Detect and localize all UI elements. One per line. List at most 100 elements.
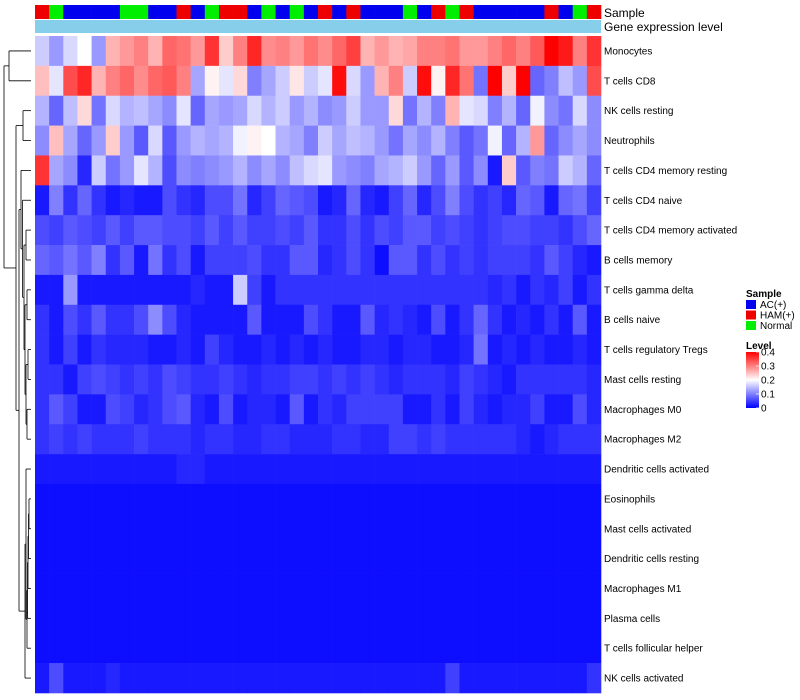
heatmap-cell [275,633,290,664]
heatmap-cell [261,454,276,485]
heatmap-cell [459,454,474,485]
row-label: NK cells resting [604,106,673,117]
sample-annotation-cell [63,5,78,19]
heatmap-cell [459,65,474,97]
heatmap-cell [134,36,149,67]
heatmap-cell [148,155,163,186]
heatmap-cell [63,424,78,455]
heatmap-cell [261,245,276,276]
heatmap-cell [586,483,602,515]
heatmap-cell [91,513,107,544]
heatmap-cell [63,215,78,246]
heatmap-cell [388,483,404,515]
heatmap-cell [162,633,177,664]
heatmap-cell [233,543,248,574]
heatmap-cell [516,95,531,126]
heatmap-cell [544,215,559,246]
heatmap-cell [516,603,531,634]
heatmap-cell [402,65,418,97]
heatmap-cell [303,633,319,664]
heatmap-cell [572,215,588,246]
heatmap-cell [148,65,163,97]
heatmap-cell [247,424,262,455]
row-label: Macrophages M1 [604,584,682,595]
heatmap-cell [119,663,135,694]
heatmap-cell [388,155,404,186]
heatmap-cell [318,215,333,246]
heatmap-cell [572,394,588,425]
heatmap-cell [35,603,50,634]
heatmap-cell [275,274,290,306]
heatmap-cell [572,603,588,634]
heatmap-cell [473,185,489,216]
sample-annotation-cell [530,5,545,19]
heatmap-cell [247,65,262,97]
heatmap-cell [49,394,64,425]
heatmap-cell [190,633,206,664]
legend-sample-swatch [746,310,756,320]
heatmap-cell [63,95,78,126]
row-label: Plasma cells [604,614,660,625]
heatmap-cell [516,543,531,574]
heatmap-cell [289,95,305,126]
heatmap-cell [318,185,333,216]
heatmap-cell [445,364,460,395]
heatmap-cell [445,454,460,485]
heatmap-cell [261,543,276,574]
heatmap-cell [176,185,191,216]
heatmap-cell [119,245,135,276]
heatmap-cell [148,36,163,67]
heatmap-cell [204,364,220,395]
heatmap-cell [218,245,234,276]
heatmap-cell [586,424,602,455]
heatmap-cell [190,424,206,455]
heatmap-cell [247,454,262,485]
heatmap-cell [303,155,319,186]
heatmap-cell [148,125,163,156]
heatmap-cell [332,95,347,126]
sample-annotation-cell [516,5,531,19]
heatmap-cell [77,364,92,395]
heatmap-cell [487,155,503,186]
heatmap-cell [247,513,262,544]
row-label: Dendritic cells activated [604,465,709,476]
heatmap-cell [190,454,206,485]
heatmap-cell [176,364,191,395]
heatmap-cell [346,513,361,544]
heatmap-cell [516,215,531,246]
heatmap-cell [35,155,50,186]
heatmap-cell [544,36,559,67]
heatmap-cell [148,215,163,246]
heatmap-cell [445,663,460,694]
heatmap-cell [35,304,50,335]
heatmap-cell [148,424,163,455]
heatmap-cell [346,633,361,664]
heatmap-cell [360,65,375,97]
heatmap-cell [204,454,220,485]
row-label: T cells gamma delta [604,285,694,296]
heatmap-cell [233,274,248,306]
heatmap-cell [119,95,135,126]
heatmap-cell [530,663,545,694]
heatmap-cell [91,304,107,335]
heatmap-cell [77,95,92,126]
heatmap-cell [445,215,460,246]
heatmap-cell [261,573,276,604]
heatmap-cell [275,454,290,485]
heatmap-cell [501,155,517,186]
heatmap-cell [261,663,276,694]
heatmap-cell [275,334,290,365]
heatmap-cell [459,513,474,544]
heatmap-cell [119,125,135,156]
heatmap-cell [35,364,50,395]
heatmap-cell [388,245,404,276]
heatmap-cell [501,394,517,425]
heatmap-cell [558,573,573,604]
heatmap-cell [487,483,503,515]
heatmap-cell [176,215,191,246]
heatmap-cell [119,155,135,186]
heatmap-cell [530,185,545,216]
heatmap-cell [77,663,92,694]
heatmap-cell [473,483,489,515]
heatmap-cell [49,65,64,97]
